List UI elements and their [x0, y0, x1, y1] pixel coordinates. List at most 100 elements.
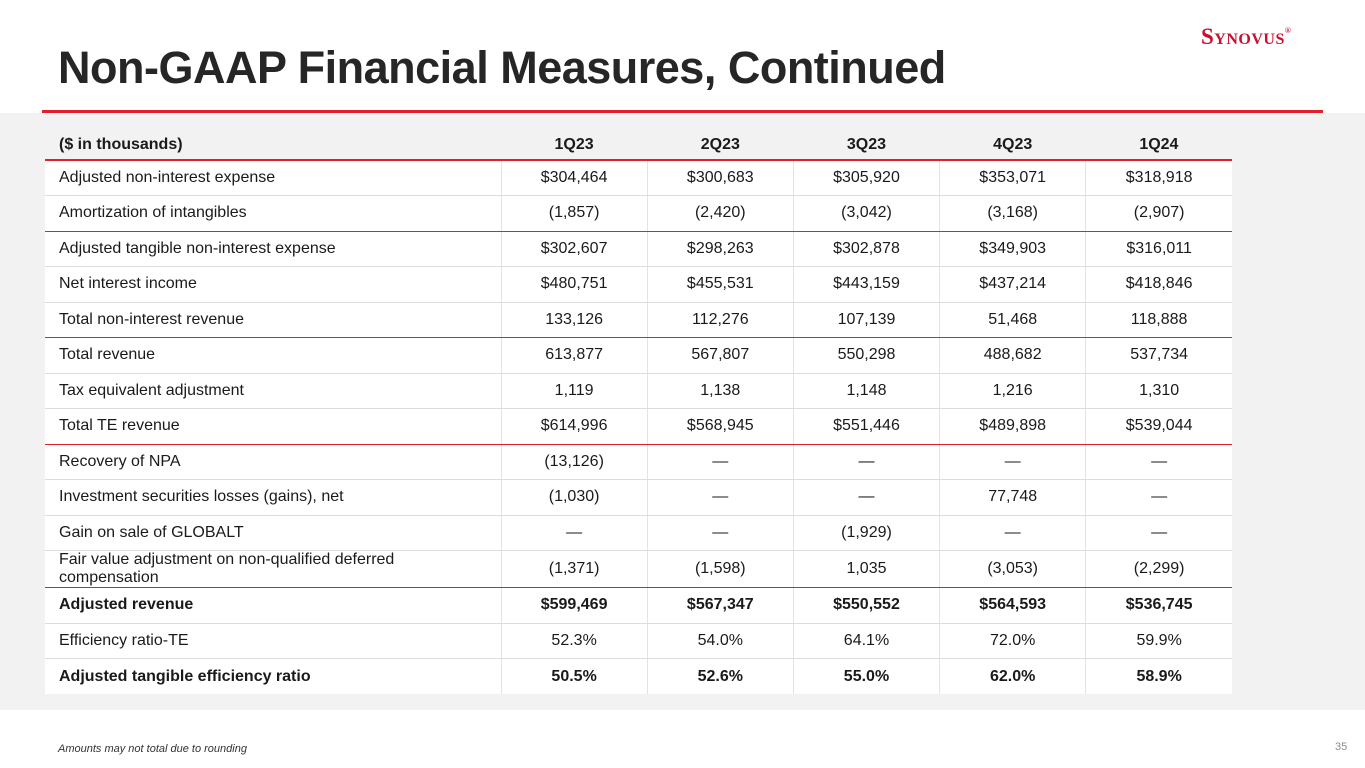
cell-value: 613,877: [500, 337, 648, 374]
cell-value: $302,607: [500, 231, 648, 267]
cell-value: —: [646, 444, 794, 480]
cell-value: 51,468: [939, 302, 1086, 338]
cell-value: $304,464: [500, 160, 648, 196]
cell-value: $437,214: [939, 266, 1086, 303]
cell-value: 52.6%: [646, 658, 794, 694]
cell-value: $318,918: [1085, 160, 1232, 196]
cell-value: 52.3%: [500, 623, 648, 659]
cell-value: 112,276: [646, 302, 794, 338]
cell-value: —: [500, 515, 648, 551]
row-label: Fair value adjustment on non-qualified d…: [45, 550, 502, 588]
synovus-logo: Synovus®: [1201, 24, 1291, 50]
cell-value: 64.1%: [792, 623, 940, 659]
cell-value: $443,159: [792, 266, 940, 303]
table-row: Amortization of intangibles (1,857) (2,420…: [45, 195, 1232, 232]
table-row: Tax equivalent adjustment 1,119 1,138 1,148…: [45, 373, 1232, 409]
cell-value: (3,053): [939, 550, 1086, 588]
cell-value: $614,996: [500, 408, 648, 445]
cell-value: 537,734: [1085, 337, 1232, 374]
cell-value: 488,682: [939, 337, 1086, 374]
cell-value: $349,903: [939, 231, 1086, 267]
cell-value: 72.0%: [939, 623, 1086, 659]
registered-mark: ®: [1284, 26, 1292, 35]
title-divider: [42, 110, 1323, 113]
cell-value: $300,683: [646, 160, 794, 196]
cell-value: (2,299): [1085, 550, 1232, 588]
cell-value: —: [1085, 479, 1232, 516]
column-header-2q23: 2Q23: [647, 131, 794, 161]
cell-value: (1,929): [792, 515, 940, 551]
cell-value: $551,446: [792, 408, 940, 445]
row-label: Amortization of intangibles: [45, 195, 502, 232]
table-row: Net interest income $480,751 $455,531 $443,…: [45, 266, 1232, 303]
cell-value: 1,310: [1085, 373, 1232, 409]
page-number: 35: [1335, 741, 1348, 753]
cell-value: 55.0%: [792, 658, 940, 694]
cell-value: 1,216: [939, 373, 1086, 409]
column-header-3q23: 3Q23: [793, 131, 940, 161]
cell-value: $539,044: [1085, 408, 1232, 445]
cell-value: $489,898: [939, 408, 1086, 445]
cell-value: —: [1085, 444, 1232, 480]
column-header-4q23: 4Q23: [939, 131, 1086, 161]
table-row: Recovery of NPA (13,126) — — — —: [45, 444, 1232, 480]
row-label: Total revenue: [45, 337, 502, 374]
table-row: Fair value adjustment on non-qualified d…: [45, 550, 1232, 588]
cell-value: 62.0%: [939, 658, 1086, 694]
cell-value: —: [792, 444, 940, 480]
cell-value: —: [646, 515, 794, 551]
row-label: Recovery of NPA: [45, 444, 502, 480]
cell-value: 59.9%: [1085, 623, 1232, 659]
cell-value: —: [939, 515, 1086, 551]
column-header-1q23: 1Q23: [501, 131, 648, 161]
table-row: Total revenue 613,877 567,807 550,298 488,68…: [45, 337, 1232, 374]
cell-value: $302,878: [792, 231, 940, 267]
cell-value: $564,593: [939, 587, 1086, 624]
table-row: Adjusted non-interest expense $304,464 $30…: [45, 160, 1232, 196]
table-row: Total TE revenue $614,996 $568,945 $551,446…: [45, 408, 1232, 445]
row-label: Investment securities losses (gains), ne…: [45, 479, 502, 516]
row-label: Adjusted non-interest expense: [45, 160, 502, 196]
cell-value: 550,298: [792, 337, 940, 374]
row-label: Tax equivalent adjustment: [45, 373, 502, 409]
cell-value: $418,846: [1085, 266, 1232, 303]
cell-value: $568,945: [646, 408, 794, 445]
table-row: Adjusted tangible non-interest expense $3…: [45, 231, 1232, 267]
row-label: Net interest income: [45, 266, 502, 303]
cell-value: $599,469: [500, 587, 648, 624]
table-row: Adjusted tangible efficiency ratio 50.5% 5…: [45, 658, 1232, 694]
cell-value: 1,138: [646, 373, 794, 409]
cell-value: —: [646, 479, 794, 516]
cell-value: (13,126): [500, 444, 648, 480]
row-label: Total TE revenue: [45, 408, 502, 445]
non-gaap-table: ($ in thousands) 1Q23 2Q23 3Q23 4Q23 1Q2…: [45, 131, 1232, 694]
cell-value: (1,030): [500, 479, 648, 516]
table-row: Adjusted revenue $599,469 $567,347 $550,552…: [45, 587, 1232, 624]
cell-value: $536,745: [1085, 587, 1232, 624]
cell-value: 118,888: [1085, 302, 1232, 338]
column-header-units: ($ in thousands): [45, 131, 502, 161]
cell-value: 50.5%: [500, 658, 648, 694]
cell-value: 107,139: [792, 302, 940, 338]
cell-value: 133,126: [500, 302, 648, 338]
cell-value: (3,042): [792, 195, 940, 232]
cell-value: (1,371): [500, 550, 648, 588]
table-header-row: ($ in thousands) 1Q23 2Q23 3Q23 4Q23 1Q2…: [45, 131, 1232, 161]
row-label: Adjusted tangible non-interest expense: [45, 231, 502, 267]
rounding-footnote: Amounts may not total due to rounding: [58, 743, 247, 755]
row-label: Total non-interest revenue: [45, 302, 502, 338]
cell-value: —: [1085, 515, 1232, 551]
table-row: Total non-interest revenue 133,126 112,276…: [45, 302, 1232, 338]
page-title: Non-GAAP Financial Measures, Continued: [58, 42, 946, 93]
cell-value: $480,751: [500, 266, 648, 303]
table-row: Efficiency ratio-TE 52.3% 54.0% 64.1% 72.0% 5…: [45, 623, 1232, 659]
cell-value: (2,420): [646, 195, 794, 232]
cell-value: $353,071: [939, 160, 1086, 196]
cell-value: (2,907): [1085, 195, 1232, 232]
cell-value: 77,748: [939, 479, 1086, 516]
cell-value: (3,168): [939, 195, 1086, 232]
cell-value: 58.9%: [1085, 658, 1232, 694]
column-header-1q24: 1Q24: [1085, 131, 1232, 161]
table-row: Investment securities losses (gains), ne…: [45, 479, 1232, 516]
row-label: Efficiency ratio-TE: [45, 623, 502, 659]
